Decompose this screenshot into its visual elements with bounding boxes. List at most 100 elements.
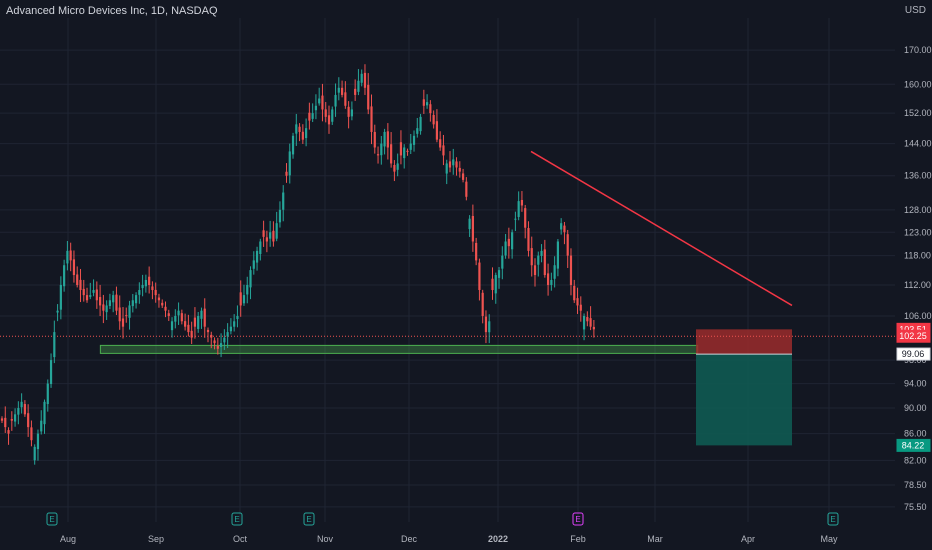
candle [383, 128, 386, 155]
candle-body [576, 298, 579, 306]
candle [540, 244, 543, 263]
candle-body [190, 330, 193, 338]
earnings-marker[interactable]: E [827, 512, 839, 526]
candle [586, 311, 589, 327]
x-tick-label: Feb [570, 534, 586, 544]
candle-body [210, 334, 213, 338]
candle-body [154, 289, 157, 296]
candle [576, 287, 579, 314]
candle-body [543, 249, 546, 276]
candle [108, 293, 112, 310]
candle [233, 314, 236, 332]
candle [386, 123, 389, 160]
candle [340, 80, 344, 98]
candle-body [403, 147, 406, 159]
candle [72, 250, 76, 283]
candle-body [589, 318, 592, 327]
candle-body [507, 238, 510, 247]
candle [7, 427, 10, 445]
candle [560, 218, 563, 235]
candle [475, 237, 478, 266]
candle [288, 143, 291, 184]
candle [429, 100, 432, 122]
candle-body [426, 102, 429, 106]
current-price-tag: 102.25 [896, 329, 931, 343]
candle-body [128, 305, 131, 318]
candle [527, 221, 530, 257]
candle-body [488, 321, 491, 333]
candle-body [275, 223, 278, 239]
candle [481, 289, 484, 324]
earnings-letter: E [830, 515, 835, 524]
candle-body [445, 163, 448, 174]
candle [494, 272, 497, 304]
candle-body [157, 297, 161, 301]
candle [298, 123, 301, 142]
target-price-tag-text: 84.22 [902, 440, 925, 450]
candle [56, 304, 59, 322]
candle-body [484, 316, 488, 333]
candle-body [92, 290, 95, 293]
candle-body [167, 313, 170, 316]
candle-body [170, 321, 174, 331]
candle-body [376, 154, 380, 156]
candle-body [566, 234, 569, 256]
candle-body [324, 109, 327, 117]
candle-body [367, 84, 370, 110]
candle [354, 79, 357, 101]
candle-body [216, 346, 219, 349]
candle [439, 131, 442, 151]
candle-body [255, 250, 259, 263]
earnings-marker[interactable]: E [572, 512, 584, 526]
take-profit-zone [696, 354, 792, 446]
candle-body [79, 279, 82, 291]
current-price-tag-bg [896, 329, 931, 343]
candle [357, 69, 360, 96]
candle-body [239, 292, 242, 306]
candle [85, 287, 89, 303]
earnings-icon [231, 512, 243, 526]
candle-body [63, 265, 66, 287]
candle-body [481, 292, 484, 316]
candle-body [573, 285, 576, 301]
candle-body [422, 99, 425, 106]
earnings-marker[interactable]: E [231, 512, 243, 526]
candle [197, 312, 200, 333]
x-tick-label: 2022 [488, 534, 508, 544]
candle [76, 266, 79, 288]
earnings-marker[interactable]: E [46, 512, 58, 526]
candle-body [412, 135, 416, 145]
candle-body [193, 317, 197, 327]
candle [468, 215, 471, 237]
candle [141, 274, 144, 297]
candle-body [305, 128, 308, 139]
earnings-icon [46, 512, 58, 526]
candle [393, 160, 396, 182]
candle [262, 220, 265, 247]
candle [291, 132, 295, 159]
candle-body [501, 255, 504, 269]
x-axis: Aug Sep Oct Nov Dec 2022 Feb Mar Apr May [60, 534, 838, 544]
candle [20, 393, 23, 414]
candle-body [0, 418, 4, 421]
target-price-tag: 84.22 [896, 438, 931, 452]
entry-price-tag: 99.06 [896, 347, 931, 361]
candle [102, 294, 105, 324]
currency-label[interactable]: USD [904, 5, 926, 16]
candle [314, 94, 318, 120]
support-zone [99, 344, 699, 354]
target-price-tag-bg [896, 438, 931, 452]
candle-body [442, 145, 445, 156]
candle-body [520, 199, 524, 206]
x-tick-label: Dec [401, 534, 418, 544]
candle [89, 282, 92, 300]
candle-body [23, 404, 26, 415]
earnings-marker[interactable]: E [303, 512, 315, 526]
candle-body [291, 135, 295, 155]
candle-body [99, 297, 102, 306]
candle-body [278, 209, 282, 223]
candle [435, 109, 439, 143]
y-tick-label: 82.00 [904, 455, 927, 465]
